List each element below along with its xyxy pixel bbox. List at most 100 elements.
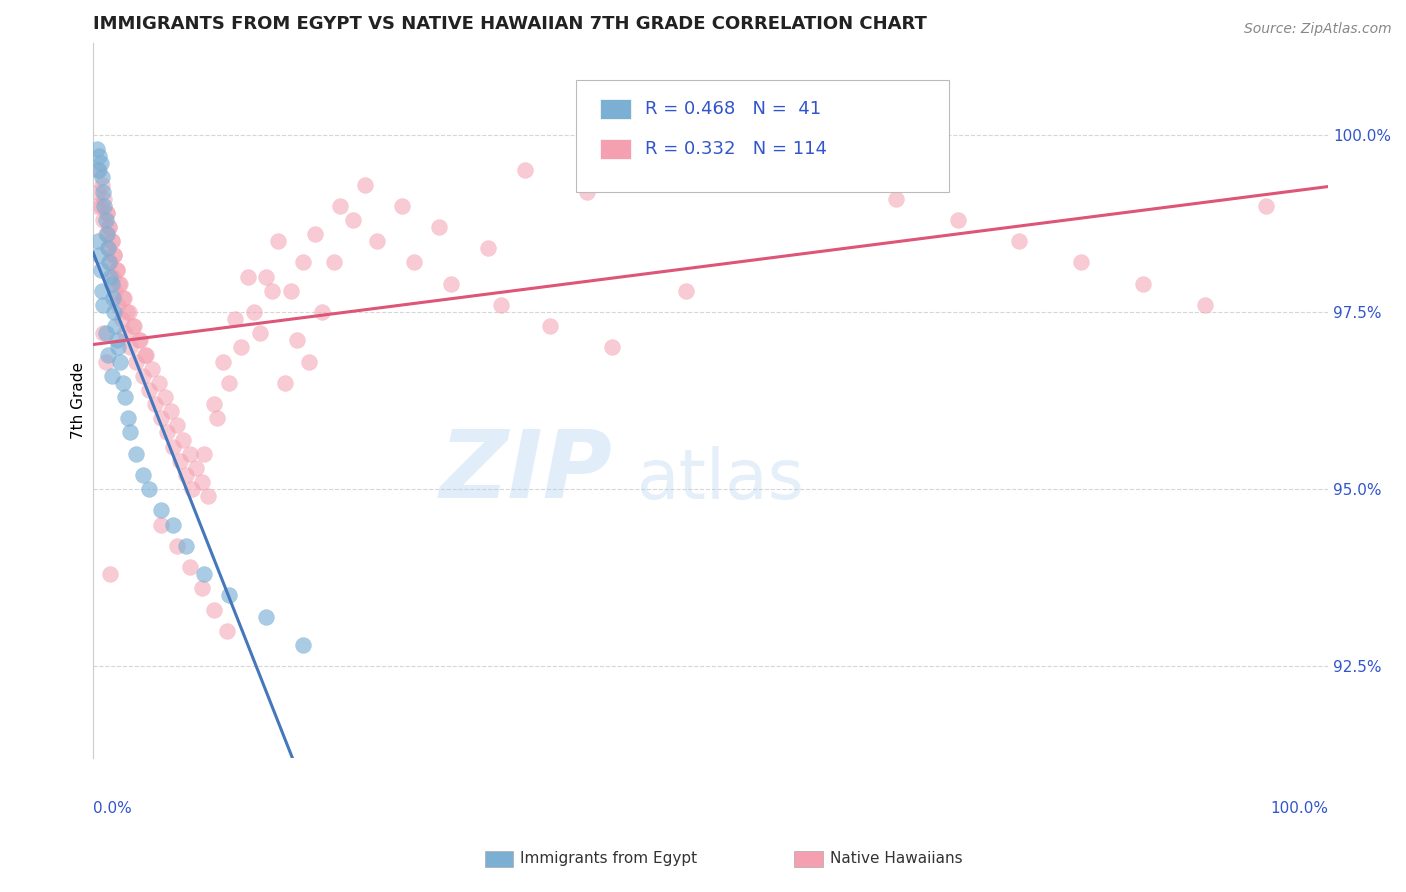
Text: ZIP: ZIP (439, 426, 612, 518)
Point (218, 589, 240, 603)
Point (254, 269, 277, 284)
Text: R = 0.332   N = 114: R = 0.332 N = 114 (645, 140, 827, 158)
Point (101, 291, 124, 305)
Point (440, 277, 463, 291)
Point (105, 334, 128, 348)
Point (138, 482, 160, 496)
Point (103, 248, 125, 262)
Point (93, 192, 115, 206)
Point (112, 291, 135, 305)
Point (89, 163, 111, 178)
Point (97, 241, 120, 255)
Point (342, 213, 364, 227)
Point (122, 319, 145, 334)
Point (93, 199, 115, 213)
Point (103, 248, 125, 262)
Point (946, 213, 969, 227)
Text: Immigrants from Egypt: Immigrants from Egypt (520, 851, 697, 865)
Point (262, 284, 284, 298)
Point (212, 354, 235, 368)
Point (477, 241, 499, 255)
Point (181, 482, 204, 496)
Point (90, 199, 112, 213)
Point (143, 397, 166, 411)
Point (100, 234, 122, 248)
Point (169, 454, 191, 468)
Point (111, 291, 134, 305)
Point (311, 305, 333, 319)
Point (162, 440, 184, 454)
Point (100, 277, 122, 291)
Point (160, 404, 183, 418)
Point (120, 341, 142, 355)
Point (100, 567, 122, 582)
Point (576, 185, 599, 199)
Point (94, 227, 117, 242)
Point (125, 447, 148, 461)
Point (242, 305, 264, 319)
Point (153, 390, 176, 404)
Point (292, 255, 315, 269)
Point (131, 468, 153, 483)
Point (131, 368, 153, 383)
Point (366, 234, 388, 248)
Point (114, 326, 136, 341)
Point (184, 461, 207, 475)
Point (100, 255, 122, 269)
Point (111, 376, 134, 390)
Point (191, 582, 214, 596)
Point (100, 269, 122, 284)
Point (86, 142, 108, 156)
Point (134, 348, 156, 362)
Point (884, 192, 907, 206)
Point (150, 517, 173, 532)
Point (267, 234, 290, 248)
Point (193, 447, 215, 461)
Point (138, 383, 160, 397)
Point (166, 418, 188, 433)
Point (108, 277, 131, 291)
Point (761, 149, 783, 163)
Point (90, 156, 112, 170)
Point (1194, 298, 1216, 312)
Point (156, 425, 179, 440)
Point (254, 609, 277, 624)
Point (103, 305, 125, 319)
Point (125, 354, 148, 368)
Point (98, 220, 121, 235)
Point (129, 334, 152, 348)
Point (90, 170, 112, 185)
Point (600, 341, 623, 355)
Point (120, 425, 142, 440)
Point (118, 305, 141, 319)
Point (97, 348, 120, 362)
Text: 0.0%: 0.0% (93, 801, 132, 816)
Point (174, 468, 197, 483)
Point (110, 312, 132, 326)
Point (231, 341, 253, 355)
Point (101, 269, 124, 284)
Point (205, 411, 228, 425)
Point (104, 319, 127, 334)
Point (273, 376, 295, 390)
Point (97, 241, 120, 255)
Point (117, 411, 139, 425)
Point (249, 326, 271, 341)
Point (94, 354, 117, 368)
Point (89, 248, 111, 262)
Text: Native Hawaiians: Native Hawaiians (830, 851, 962, 865)
Point (292, 638, 315, 652)
Text: 100.0%: 100.0% (1270, 801, 1329, 816)
Point (329, 199, 352, 213)
Point (191, 475, 214, 489)
Point (285, 334, 308, 348)
Point (638, 142, 661, 156)
Point (404, 255, 426, 269)
Point (489, 298, 512, 312)
Text: R = 0.468   N =  41: R = 0.468 N = 41 (645, 100, 821, 118)
Point (174, 539, 197, 553)
Point (104, 284, 127, 298)
Point (90, 284, 112, 298)
Point (1008, 234, 1031, 248)
Point (141, 361, 163, 376)
